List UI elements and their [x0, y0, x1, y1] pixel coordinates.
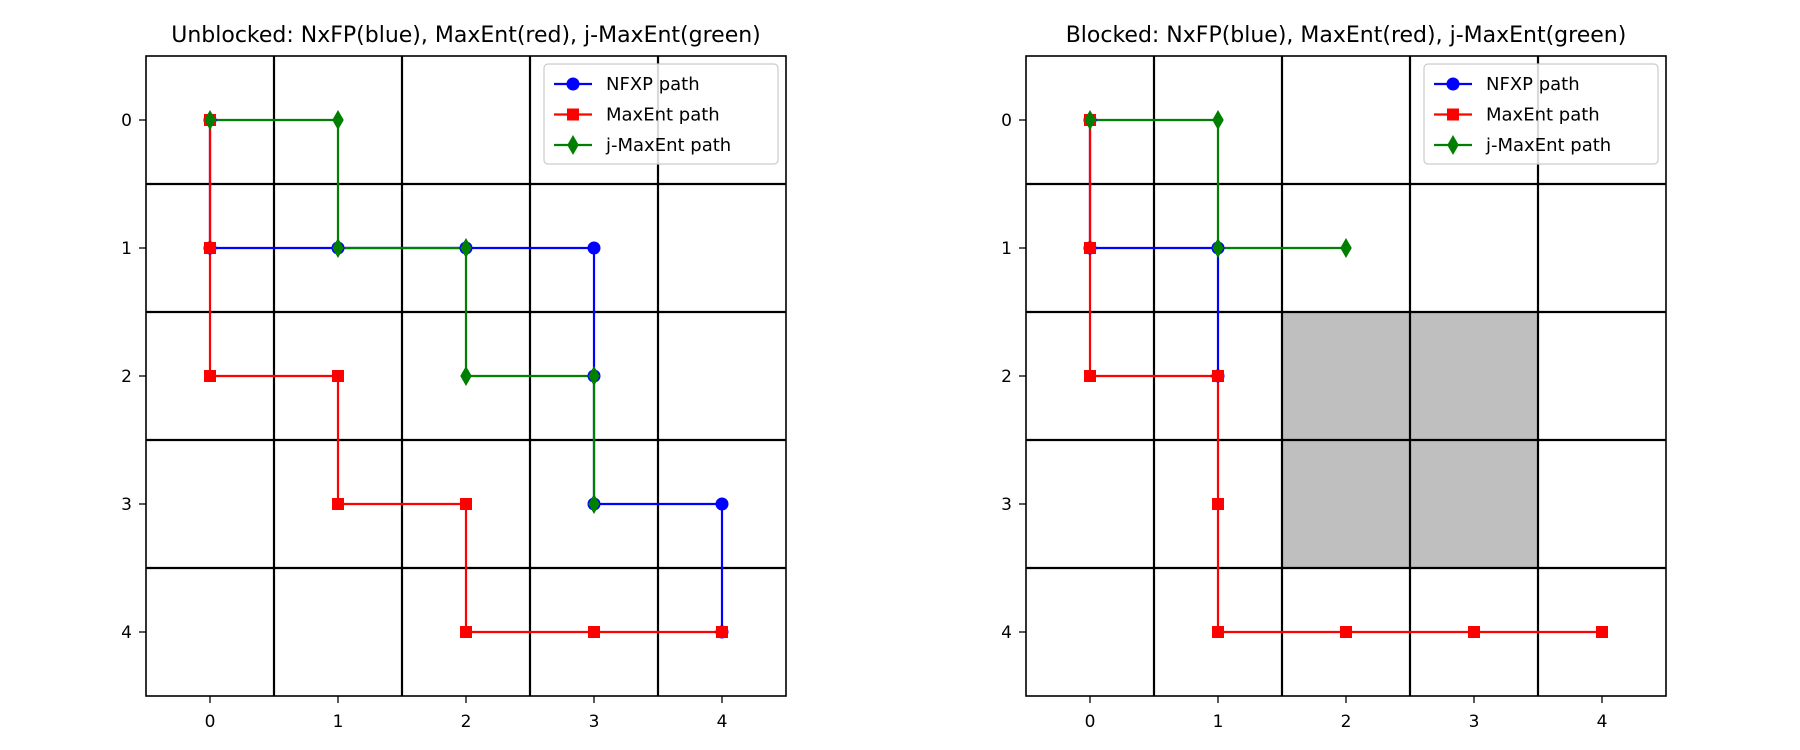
legend-swatch-marker — [567, 108, 579, 121]
data-point-series-2 — [460, 498, 472, 510]
x-tick-label: 4 — [1597, 712, 1608, 732]
data-point-series-2 — [716, 626, 728, 638]
data-point-series-2 — [588, 626, 600, 638]
data-point-series-1 — [587, 241, 601, 255]
data-point-series-3 — [1212, 110, 1224, 130]
blocked-cell — [1282, 312, 1410, 440]
data-point-series-3 — [588, 494, 600, 514]
x-tick-label: 1 — [1213, 712, 1224, 732]
legend: NFXP path MaxEnt path j-MaxEnt path — [543, 63, 779, 165]
data-point-series-2 — [1084, 242, 1096, 254]
data-point-series-2 — [460, 626, 472, 638]
legend-entry: MaxEnt path — [606, 105, 720, 126]
data-point-series-2 — [204, 370, 216, 382]
x-tick-label: 1 — [333, 712, 344, 732]
data-point-series-3 — [332, 238, 344, 258]
blocked-cell — [1410, 312, 1538, 440]
y-tick-label: 2 — [1001, 367, 1012, 387]
legend-entry: NFXP path — [606, 74, 700, 95]
x-tick-label: 0 — [205, 712, 216, 732]
data-point-series-3 — [1212, 238, 1224, 258]
legend-swatch-marker — [566, 77, 580, 91]
x-tick-label: 4 — [717, 712, 728, 732]
data-point-series-1 — [715, 497, 729, 511]
x-tick-label: 3 — [1469, 712, 1480, 732]
data-point-series-3 — [1340, 238, 1352, 258]
y-tick-label: 1 — [121, 239, 132, 259]
data-point-series-3 — [1084, 110, 1096, 130]
x-tick-label: 2 — [1341, 712, 1352, 732]
y-tick-label: 4 — [121, 623, 132, 643]
legend-entry: j-MaxEnt path — [1485, 135, 1611, 156]
legend-swatch-marker — [1446, 77, 1460, 91]
chart-title: Blocked: NxFP(blue), MaxEnt(red), j-MaxE… — [1066, 23, 1627, 48]
legend-swatch-marker — [1447, 108, 1459, 121]
data-point-series-2 — [1084, 370, 1096, 382]
data-point-series-2 — [204, 242, 216, 254]
legend-swatch-marker — [1447, 135, 1459, 155]
series-line-3 — [1090, 118, 1346, 250]
data-point-series-2 — [1212, 626, 1224, 638]
x-tick-label: 3 — [589, 712, 600, 732]
data-point-series-2 — [1596, 626, 1608, 638]
x-tick-label: 0 — [1085, 712, 1096, 732]
y-tick-label: 0 — [121, 111, 132, 131]
y-tick-label: 4 — [1001, 623, 1012, 643]
y-tick-label: 3 — [1001, 495, 1012, 515]
y-tick-label: 2 — [121, 367, 132, 387]
legend-box — [1423, 63, 1659, 165]
legend-entry: NFXP path — [1486, 74, 1580, 95]
data-point-series-3 — [588, 366, 600, 386]
chart-panel-2: 0 1 2 3 4 0 1 2 3 4 Blocked: NxFP(blue), MaxEnt(re… — [1001, 23, 1667, 732]
legend-swatch-marker — [567, 135, 579, 155]
legend-entry: j-MaxEnt path — [605, 135, 731, 156]
data-point-series-2 — [1212, 370, 1224, 382]
data-point-series-3 — [460, 238, 472, 258]
data-point-series-2 — [332, 498, 344, 510]
y-tick-label: 0 — [1001, 111, 1012, 131]
data-point-series-3 — [460, 366, 472, 386]
legend: NFXP path MaxEnt path j-MaxEnt path — [1423, 63, 1659, 165]
blocked-cell — [1282, 440, 1410, 568]
chart-panel-1: 0 1 2 3 4 0 1 2 3 4 Unblocked: NxFP(blue), MaxEnt(… — [121, 23, 787, 732]
data-point-series-2 — [1468, 626, 1480, 638]
chart-title: Unblocked: NxFP(blue), MaxEnt(red), j-Ma… — [171, 23, 761, 48]
legend-entry: MaxEnt path — [1486, 105, 1600, 126]
y-tick-label: 1 — [1001, 239, 1012, 259]
data-point-series-2 — [1212, 498, 1224, 510]
y-tick-label: 3 — [121, 495, 132, 515]
x-tick-label: 2 — [461, 712, 472, 732]
blocked-cell — [1410, 440, 1538, 568]
data-point-series-2 — [1340, 626, 1352, 638]
legend-box — [543, 63, 779, 165]
data-point-series-3 — [332, 110, 344, 130]
data-point-series-2 — [332, 370, 344, 382]
data-point-series-3 — [204, 110, 216, 130]
